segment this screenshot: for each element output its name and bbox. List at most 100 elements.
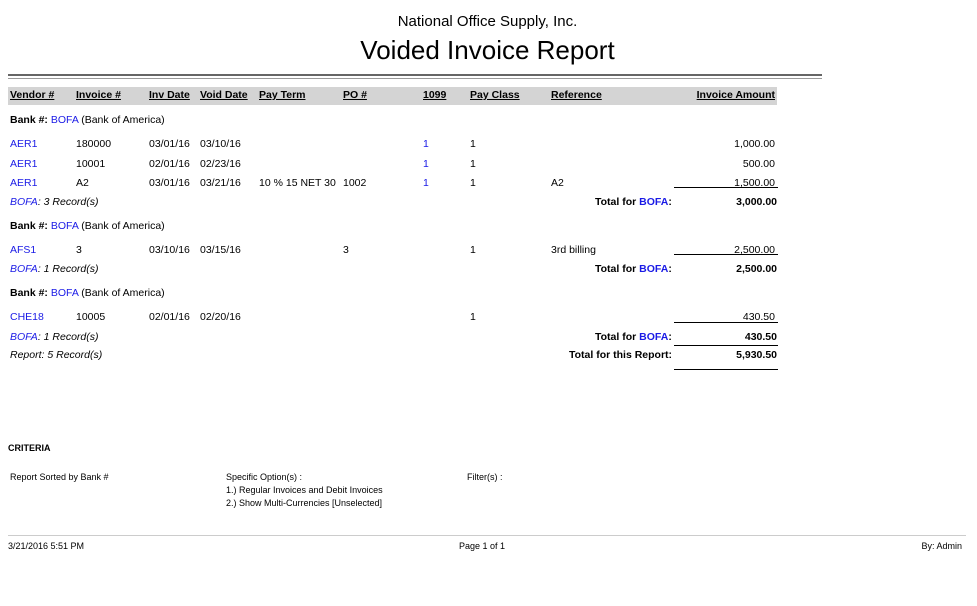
cell-inv-date: 03/01/16	[149, 177, 190, 189]
table-row: AER1 180000 03/01/16 03/10/16 1 1 1,000.00	[0, 138, 780, 152]
column-header-vendor: Vendor #	[10, 89, 55, 101]
report-total-amount: 5,930.50	[736, 349, 777, 361]
cell-void-date: 03/21/16	[200, 177, 241, 189]
group-total-amount: 3,000.00	[736, 196, 777, 208]
cell-invoice-amount: 430.50	[742, 311, 775, 323]
group-total-label: Total for BOFA:	[595, 331, 672, 343]
column-header-1099: 1099	[423, 89, 447, 101]
cell-1099: 1	[423, 177, 429, 189]
subtotal-rule	[674, 187, 778, 188]
subtotal-rule	[674, 254, 778, 255]
cell-pay-term: 10 % 15 NET 30	[259, 177, 336, 189]
column-header-invoice: Invoice #	[76, 89, 121, 101]
cell-invoice-amount: 2,500.00	[734, 244, 775, 256]
total-bank-code: BOFA	[639, 196, 669, 208]
group-total-label: Total for BOFA:	[595, 263, 672, 275]
bank-code-link[interactable]: BOFA	[50, 114, 79, 126]
group-total-label: Total for BOFA:	[595, 196, 672, 208]
cell-vendor[interactable]: AER1	[10, 157, 38, 170]
cell-reference: A2	[551, 177, 564, 189]
report-total-rule	[674, 345, 778, 346]
report-total-label: Total for this Report:	[569, 349, 673, 361]
criteria-heading: CRITERIA	[8, 443, 51, 453]
group-total-amount: 2,500.00	[736, 263, 777, 275]
cell-inv-date: 02/01/16	[149, 157, 190, 170]
total-bank-code: BOFA	[639, 331, 669, 343]
cell-invoice-amount: 1,000.00	[734, 138, 775, 150]
bank-name: (Bank of America)	[81, 220, 165, 232]
footer-rule	[8, 535, 966, 536]
bank-name: (Bank of America)	[81, 287, 165, 299]
company-name: National Office Supply, Inc.	[397, 13, 578, 30]
summary-count: : 1 Record(s)	[37, 263, 99, 275]
cell-vendor[interactable]: AER1	[10, 177, 38, 189]
title-rule-2	[8, 78, 822, 79]
total-colon: :	[668, 263, 672, 275]
subtotal-rule	[674, 322, 778, 323]
bank-code-link[interactable]: BOFA	[50, 287, 79, 299]
cell-vendor[interactable]: CHE18	[10, 311, 44, 323]
bank-group-header: Bank #: BOFA (Bank of America)	[10, 287, 165, 299]
cell-inv-date: 03/10/16	[149, 244, 190, 256]
bank-group-header: Bank #: BOFA (Bank of America)	[10, 114, 165, 126]
cell-po: 1002	[343, 177, 367, 189]
cell-invoice-amount: 500.00	[742, 157, 775, 170]
summary-bank-code: BOFA	[10, 196, 38, 208]
title-rule	[8, 74, 822, 76]
summary-count: : 1 Record(s)	[37, 331, 99, 343]
cell-inv-date: 03/01/16	[149, 138, 190, 150]
column-header-invoice-amount: Invoice Amount	[696, 89, 775, 101]
criteria-filters-label: Filter(s) :	[467, 472, 503, 482]
summary-bank-code: BOFA	[10, 263, 38, 275]
bank-label: Bank #:	[10, 220, 48, 232]
bank-name: (Bank of America)	[81, 114, 165, 126]
cell-void-date: 03/10/16	[200, 138, 241, 150]
summary-count: : 3 Record(s)	[37, 196, 99, 208]
cell-pay-class: 1	[470, 138, 476, 150]
cell-invoice-amount: 1,500.00	[734, 177, 775, 189]
total-label: Total for	[595, 263, 640, 275]
footer-user: By: Admin	[921, 541, 962, 551]
cell-invoice: 3	[76, 244, 82, 256]
column-header-band: Vendor # Invoice # Inv Date Void Date Pay Te…	[8, 87, 777, 105]
column-header-pay-term: Pay Term	[259, 89, 306, 101]
column-header-reference: Reference	[551, 89, 602, 101]
cell-void-date: 03/15/16	[200, 244, 241, 256]
table-row: AFS1 3 03/10/16 03/15/16 3 1 3rd billing 2,500.…	[0, 244, 780, 258]
report-record-count: Report: 5 Record(s)	[10, 349, 103, 361]
cell-inv-date: 02/01/16	[149, 311, 190, 323]
total-colon: :	[668, 331, 672, 343]
group-record-count: BOFA: 1 Record(s)	[10, 331, 99, 343]
table-row: AER1 10001 02/01/16 02/23/16 1 1 500.00	[0, 158, 780, 172]
total-label: Total for	[595, 196, 640, 208]
cell-void-date: 02/23/16	[200, 157, 241, 170]
cell-pay-class: 1	[470, 177, 476, 189]
cell-reference: 3rd billing	[551, 244, 596, 256]
column-header-po: PO #	[343, 89, 367, 101]
column-header-void-date: Void Date	[200, 89, 248, 101]
cell-vendor[interactable]: AER1	[10, 138, 38, 150]
group-record-count: BOFA: 3 Record(s)	[10, 196, 99, 208]
bank-label: Bank #:	[10, 287, 48, 299]
cell-vendor[interactable]: AFS1	[10, 244, 37, 256]
footer-datetime: 3/21/2016 5:51 PM	[8, 541, 85, 551]
total-colon: :	[668, 196, 672, 208]
bank-label: Bank #:	[10, 114, 48, 126]
group-record-count: BOFA: 1 Record(s)	[10, 263, 99, 275]
cell-1099: 1	[423, 157, 429, 170]
bank-code-link[interactable]: BOFA	[50, 220, 79, 232]
cell-invoice: A2	[76, 177, 89, 189]
criteria-options-label: Specific Option(s) :	[226, 472, 303, 482]
criteria-sorted: Report Sorted by Bank #	[10, 472, 109, 482]
total-label: Total for	[595, 331, 640, 343]
cell-po: 3	[343, 244, 349, 256]
column-header-inv-date: Inv Date	[149, 89, 190, 101]
cell-invoice: 10001	[76, 157, 106, 170]
cell-void-date: 02/20/16	[200, 311, 241, 323]
footer-page: Page 1 of 1	[459, 541, 506, 551]
table-row: CHE18 10005 02/01/16 02/20/16 1 430.50	[0, 311, 780, 325]
criteria-option: 1.) Regular Invoices and Debit Invoices	[226, 485, 383, 495]
bank-group-header: Bank #: BOFA (Bank of America)	[10, 220, 165, 232]
table-row: AER1 A2 03/01/16 03/21/16 10 % 15 NET 30 1002…	[0, 177, 780, 191]
